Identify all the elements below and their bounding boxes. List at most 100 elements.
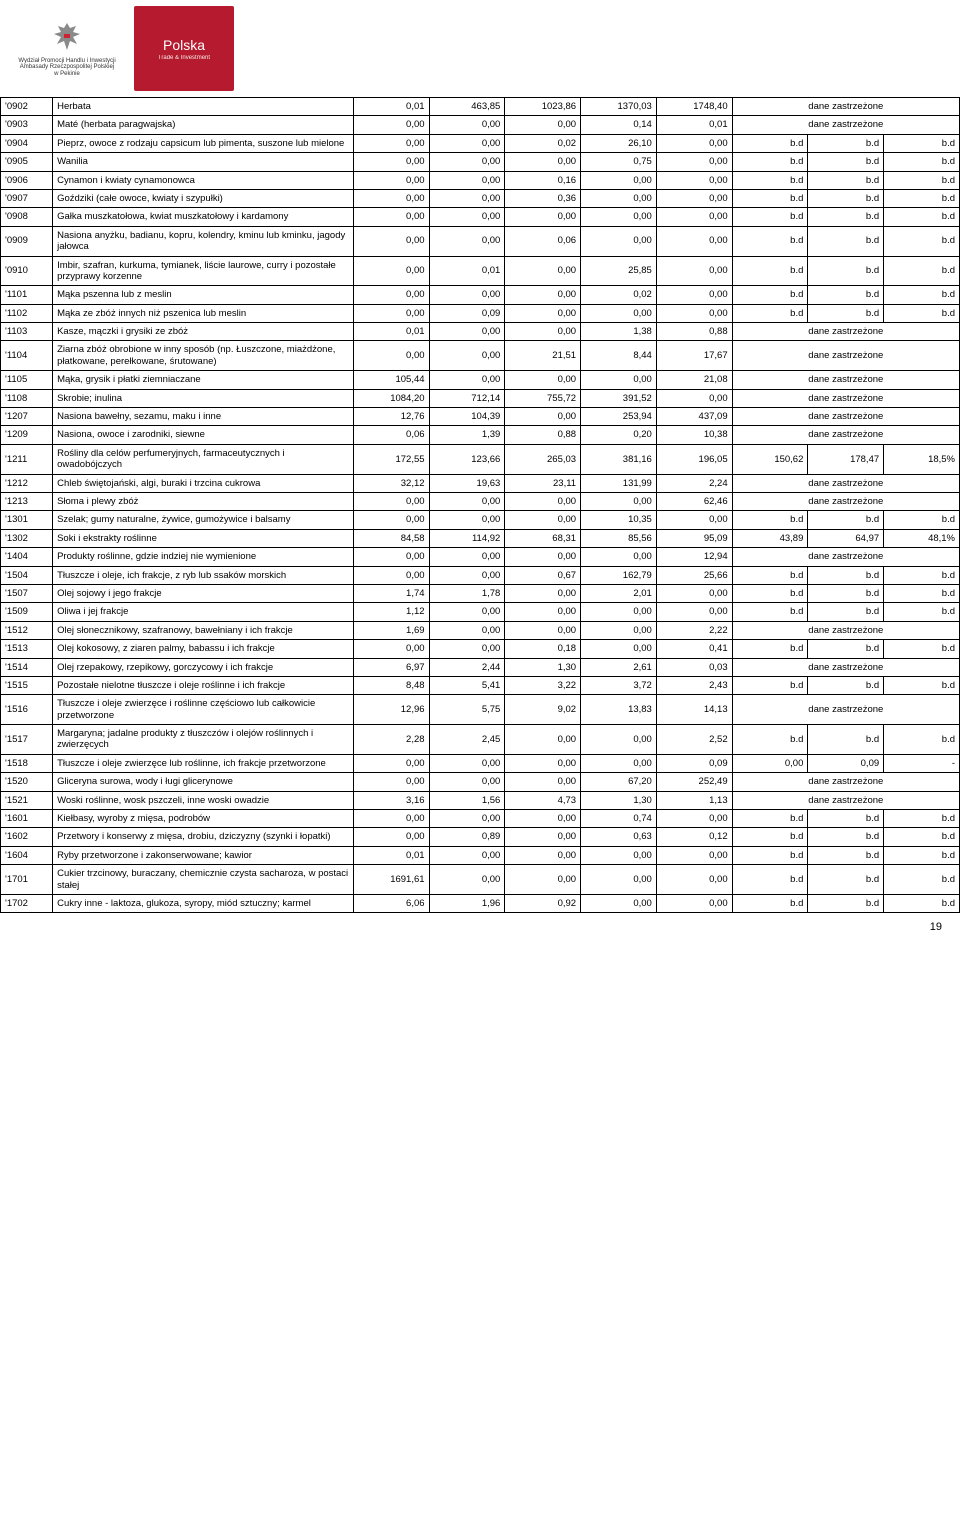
- row-value: 178,47: [808, 444, 884, 474]
- row-value: 105,44: [353, 371, 429, 389]
- row-bd: b.d: [732, 725, 808, 755]
- row-desc: Pieprz, owoce z rodzaju capsicum lub pim…: [53, 134, 354, 152]
- row-value: 8,44: [581, 341, 657, 371]
- row-bd: b.d: [884, 894, 960, 912]
- row-value: 0,00: [429, 134, 505, 152]
- table-row: '1701Cukier trzcinowy, buraczany, chemic…: [1, 865, 960, 895]
- row-bd: b.d: [884, 256, 960, 286]
- row-value: 0,00: [656, 153, 732, 171]
- row-value: 0,00: [429, 189, 505, 207]
- row-bd: b.d: [808, 304, 884, 322]
- row-value: 0,00: [656, 603, 732, 621]
- row-value: 265,03: [505, 444, 581, 474]
- row-code: '1404: [1, 548, 53, 566]
- row-code: '1702: [1, 894, 53, 912]
- row-code: '1207: [1, 408, 53, 426]
- row-bd: b.d: [884, 208, 960, 226]
- row-value: 0,00: [429, 371, 505, 389]
- table-row: '1301Szelak; gumy naturalne, żywice, gum…: [1, 511, 960, 529]
- row-value: 0,00: [429, 323, 505, 341]
- row-value: 64,97: [808, 529, 884, 547]
- row-value: 0,02: [581, 286, 657, 304]
- row-code: '1209: [1, 426, 53, 444]
- row-value: 2,52: [656, 725, 732, 755]
- row-value: 0,00: [505, 846, 581, 864]
- row-code: '1518: [1, 754, 53, 772]
- row-value: 0,00: [581, 189, 657, 207]
- row-desc: Tłuszcze i oleje, ich frakcje, z ryb lub…: [53, 566, 354, 584]
- table-row: '1102Mąka ze zbóż innych niż pszenica lu…: [1, 304, 960, 322]
- row-value: 0,00: [505, 323, 581, 341]
- row-bd: b.d: [808, 603, 884, 621]
- row-value: 0,00: [581, 226, 657, 256]
- table-row: '1302Soki i ekstrakty roślinne84,58114,9…: [1, 529, 960, 547]
- row-desc: Rośliny dla celów perfumeryjnych, farmac…: [53, 444, 354, 474]
- row-desc: Kasze, mączki i grysiki ze zbóż: [53, 323, 354, 341]
- row-bd: b.d: [808, 134, 884, 152]
- eagle-icon: [50, 20, 84, 54]
- table-row: '1513Olej kokosowy, z ziaren palmy, baba…: [1, 640, 960, 658]
- row-value: 2,45: [429, 725, 505, 755]
- row-desc: Mąka pszenna lub z meslin: [53, 286, 354, 304]
- row-value: 0,00: [581, 754, 657, 772]
- row-bd: b.d: [732, 208, 808, 226]
- row-value: 25,66: [656, 566, 732, 584]
- row-value: 2,24: [656, 474, 732, 492]
- row-bd: b.d: [732, 304, 808, 322]
- row-value: 62,46: [656, 492, 732, 510]
- row-value: 0,00: [505, 603, 581, 621]
- row-value: 755,72: [505, 389, 581, 407]
- row-code: '0905: [1, 153, 53, 171]
- row-value: 0,00: [353, 548, 429, 566]
- row-value: 0,00: [505, 548, 581, 566]
- row-value: 5,75: [429, 695, 505, 725]
- row-dz: dane zastrzeżone: [732, 791, 959, 809]
- row-desc: Gałka muszkatołowa, kwiat muszkatołowy i…: [53, 208, 354, 226]
- row-bd: b.d: [884, 511, 960, 529]
- row-code: '1516: [1, 695, 53, 725]
- row-value: 0,00: [505, 725, 581, 755]
- row-desc: Oliwa i jej frakcje: [53, 603, 354, 621]
- table-row: '1520Gliceryna surowa, wody i ługi glice…: [1, 773, 960, 791]
- row-value: 4,73: [505, 791, 581, 809]
- row-value: 1023,86: [505, 98, 581, 116]
- row-desc: Herbata: [53, 98, 354, 116]
- row-bd: b.d: [884, 286, 960, 304]
- row-value: 150,62: [732, 444, 808, 474]
- row-value: 0,00: [429, 208, 505, 226]
- row-value: 0,00: [353, 134, 429, 152]
- row-code: '1602: [1, 828, 53, 846]
- row-code: '1504: [1, 566, 53, 584]
- row-value: 1,96: [429, 894, 505, 912]
- row-value: 0,00: [581, 171, 657, 189]
- row-value: 0,00: [429, 846, 505, 864]
- row-value: 0,00: [505, 408, 581, 426]
- row-value: 0,00: [429, 492, 505, 510]
- row-value: 0,01: [656, 116, 732, 134]
- table-row: '1103Kasze, mączki i grysiki ze zbóż0,01…: [1, 323, 960, 341]
- row-code: '1211: [1, 444, 53, 474]
- row-bd: b.d: [808, 286, 884, 304]
- row-value: 2,61: [581, 658, 657, 676]
- row-value: 1,38: [581, 323, 657, 341]
- row-value: 0,00: [581, 371, 657, 389]
- row-value: 2,28: [353, 725, 429, 755]
- row-value: 2,01: [581, 584, 657, 602]
- row-value: 0,00: [581, 492, 657, 510]
- row-bd: b.d: [884, 304, 960, 322]
- table-row: '1105Mąka, grysik i płatki ziemniaczane1…: [1, 371, 960, 389]
- row-code: '1513: [1, 640, 53, 658]
- row-value: 0,01: [353, 846, 429, 864]
- row-bd: b.d: [732, 226, 808, 256]
- row-value: 19,63: [429, 474, 505, 492]
- row-value: 23,11: [505, 474, 581, 492]
- row-value: 104,39: [429, 408, 505, 426]
- table-row: '1516Tłuszcze i oleje zwierzęce i roślin…: [1, 695, 960, 725]
- row-desc: Tłuszcze i oleje zwierzęce i roślinne cz…: [53, 695, 354, 725]
- row-value: 5,41: [429, 676, 505, 694]
- row-value: 0,63: [581, 828, 657, 846]
- row-value: 0,00: [429, 754, 505, 772]
- row-code: '1103: [1, 323, 53, 341]
- row-value: 0,00: [581, 208, 657, 226]
- table-row: '1517Margaryna; jadalne produkty z tłusz…: [1, 725, 960, 755]
